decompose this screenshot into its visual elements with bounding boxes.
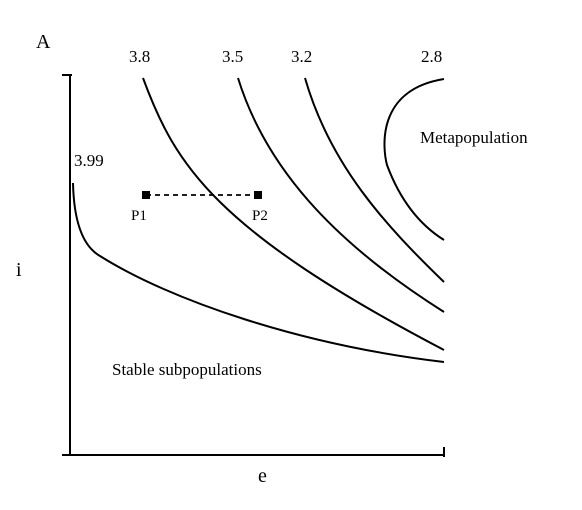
point-p1-label: P1 [131, 208, 147, 224]
region-label-metapopulation: Metapopulation [420, 128, 528, 147]
curve-3-5 [237, 77, 445, 313]
curve-label-3-5: 3.5 [222, 47, 243, 66]
y-axis-label: i [16, 259, 22, 281]
curve-label-3-8: 3.8 [129, 47, 150, 66]
point-p2-label: P2 [252, 208, 268, 224]
curve-label-3-2: 3.2 [291, 47, 312, 66]
point-p2-marker [254, 191, 262, 199]
region-label-stable: Stable subpopulations [112, 360, 262, 379]
curve-3-2 [304, 77, 445, 283]
curve-label-3-99: 3.99 [74, 151, 104, 170]
x-axis-label: e [258, 465, 267, 487]
point-p1-marker [142, 191, 150, 199]
curve-3-8 [142, 77, 445, 351]
curve-label-2-8: 2.8 [421, 47, 442, 66]
curve-2-8 [383, 78, 445, 241]
curve-3-99 [72, 182, 445, 363]
panel-label: A [36, 31, 51, 53]
